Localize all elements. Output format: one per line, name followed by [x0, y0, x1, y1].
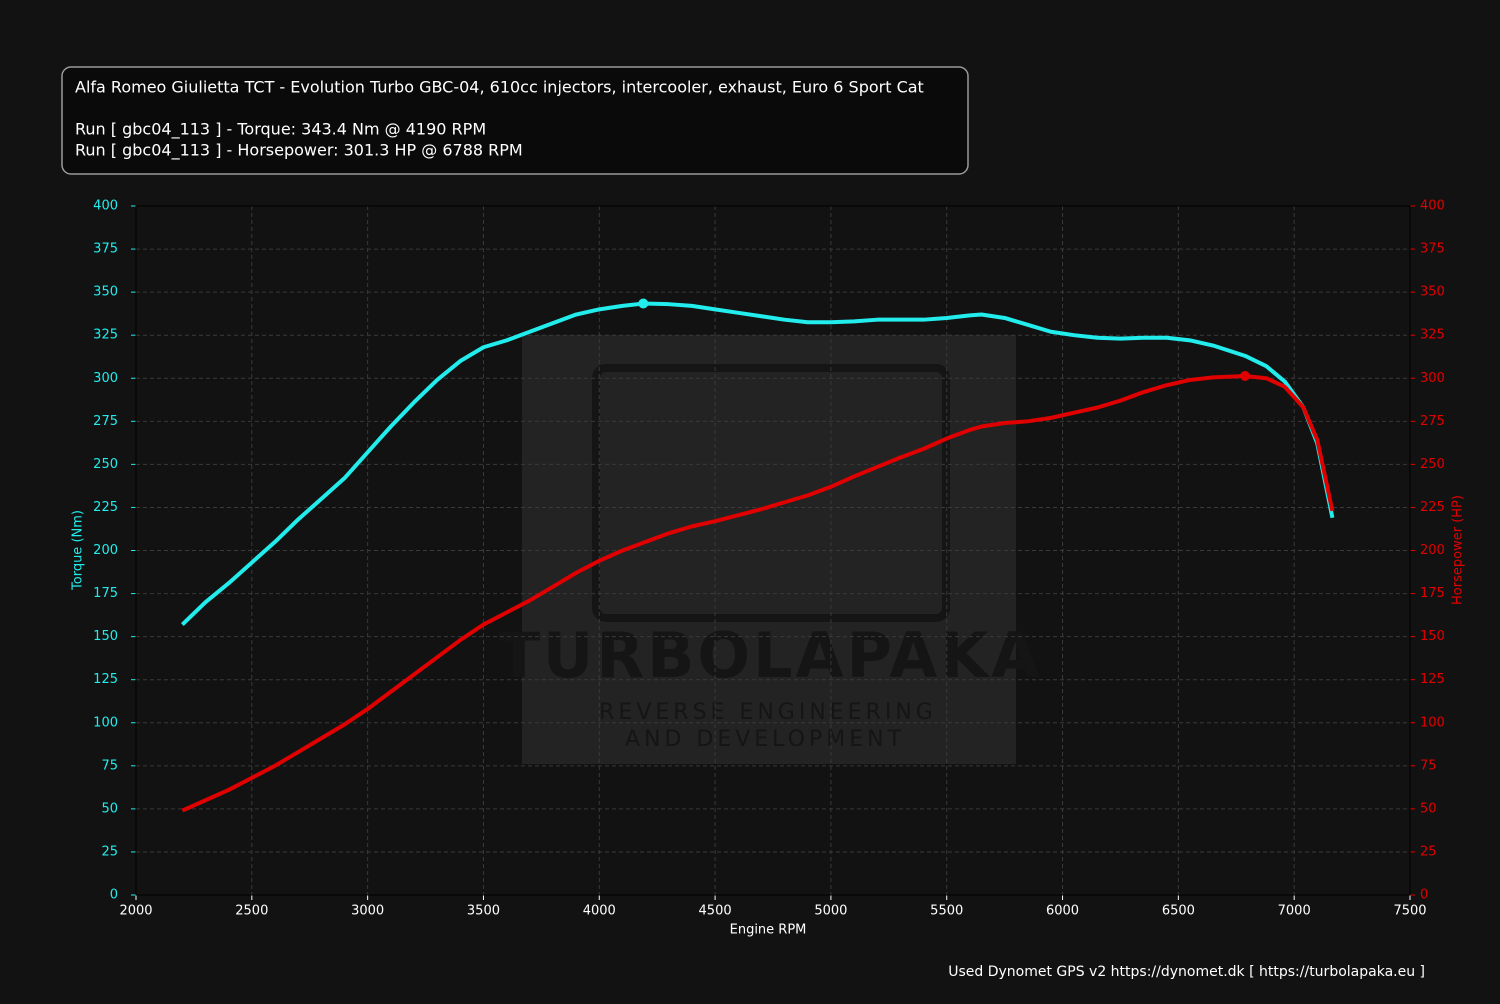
x-tick-label: 3500 — [467, 904, 500, 919]
y-tick-label: 325 — [93, 328, 118, 343]
x-tick-label: 5000 — [814, 904, 847, 919]
y2-tick-label: 25 — [1420, 844, 1437, 859]
y-tick-label: 400 — [93, 199, 118, 214]
y2-tick-label: 200 — [1420, 543, 1445, 558]
y2-tick-label: 325 — [1420, 328, 1445, 343]
y2-tick-label: 0 — [1420, 888, 1428, 903]
y2-tick-label: 400 — [1420, 199, 1445, 214]
y2-tick-label: 225 — [1420, 500, 1445, 515]
y-tick-label: 375 — [93, 242, 118, 257]
y-tick-label: 25 — [101, 844, 118, 859]
y2-axis-label: Horsepower (HP) — [1451, 495, 1466, 605]
y2-tick-label: 50 — [1420, 801, 1437, 816]
y-tick-label: 275 — [93, 414, 118, 429]
y-tick-label: 300 — [93, 371, 118, 386]
peak-marker — [638, 298, 649, 309]
watermark-line: REVERSE ENGINEERING — [599, 700, 937, 725]
x-tick-label: 7500 — [1393, 904, 1426, 919]
y2-tick-label: 250 — [1420, 457, 1445, 472]
y2-tick-label: 175 — [1420, 586, 1445, 601]
y2-tick-label: 375 — [1420, 242, 1445, 257]
y-tick-label: 200 — [93, 543, 118, 558]
x-tick-label: 6500 — [1162, 904, 1195, 919]
y2-tick-label: 100 — [1420, 715, 1445, 730]
y-tick-label: 250 — [93, 457, 118, 472]
y-tick-label: 150 — [93, 629, 118, 644]
y2-tick-label: 300 — [1420, 371, 1445, 386]
watermark-logo — [592, 364, 950, 622]
watermark-title: TURBOLAPAKA — [498, 619, 1043, 692]
x-tick-label: 4000 — [583, 904, 616, 919]
x-axis-label: Engine RPM — [730, 923, 807, 938]
x-tick-label: 4500 — [699, 904, 732, 919]
y2-tick-label: 350 — [1420, 285, 1445, 300]
y-axis-label: Torque (Nm) — [71, 510, 86, 591]
series-line — [180, 301, 1335, 627]
watermark-panel — [522, 335, 1016, 764]
y-tick-label: 225 — [93, 500, 118, 515]
footer: Used Dynomet GPS v2 https://dynomet.dk [… — [948, 964, 1425, 980]
y2-tick-label: 275 — [1420, 414, 1445, 429]
y2-tick-label: 125 — [1420, 672, 1445, 687]
x-tick-label: 5500 — [930, 904, 963, 919]
x-tick-label: 7000 — [1278, 904, 1311, 919]
x-tick-label: 2000 — [119, 904, 152, 919]
watermark-line: AND DEVELOPMENT — [625, 727, 905, 752]
y-tick-label: 175 — [93, 586, 118, 601]
x-tick-label: 2500 — [235, 904, 268, 919]
y-tick-label: 75 — [101, 758, 118, 773]
y-tick-label: 50 — [101, 801, 118, 816]
plot-frame — [135, 205, 1411, 896]
y-tick-label: 100 — [93, 715, 118, 730]
y-tick-label: 125 — [93, 672, 118, 687]
title-box — [61, 66, 969, 175]
series-line — [181, 374, 1335, 813]
annotation: Run [ gbc04_113 ] - Torque: 343.4 Nm @ 4… — [75, 120, 486, 140]
x-tick-label: 3000 — [351, 904, 384, 919]
y-tick-label: 0 — [110, 888, 118, 903]
chart-title: Alfa Romeo Giulietta TCT - Evolution Tur… — [75, 78, 924, 97]
y2-tick-label: 150 — [1420, 629, 1445, 644]
annotation: Run [ gbc04_113 ] - Horsepower: 301.3 HP… — [75, 141, 523, 161]
y-tick-label: 350 — [93, 285, 118, 300]
y2-tick-label: 75 — [1420, 758, 1437, 773]
x-tick-label: 6000 — [1046, 904, 1079, 919]
peak-marker — [1240, 371, 1251, 382]
